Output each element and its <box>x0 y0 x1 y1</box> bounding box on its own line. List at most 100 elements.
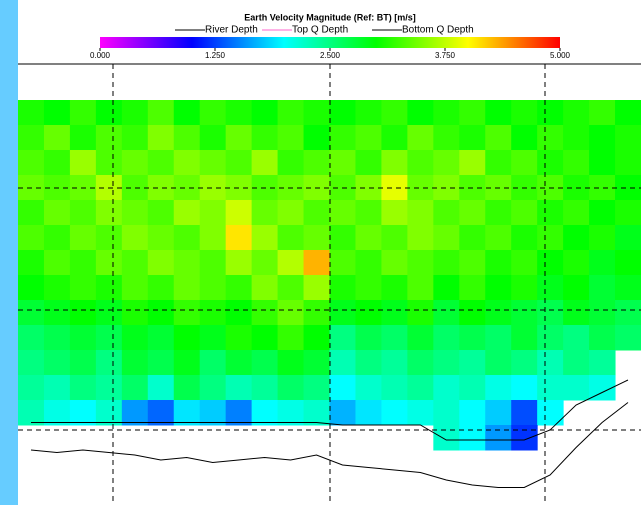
heat-cell <box>563 300 589 326</box>
heat-cell <box>304 200 330 226</box>
heat-cell <box>226 225 252 251</box>
heat-cell <box>226 250 252 276</box>
heat-cell <box>174 325 200 351</box>
heat-cell <box>485 125 511 151</box>
heat-cell <box>96 125 122 151</box>
heat-cell <box>355 400 381 426</box>
heat-cell <box>200 400 226 426</box>
heat-cell <box>511 150 537 176</box>
heat-cell <box>355 275 381 301</box>
heat-cell <box>252 350 278 376</box>
heat-cell <box>355 100 381 126</box>
heat-cell <box>70 400 96 426</box>
heat-cell <box>511 100 537 126</box>
heat-cell <box>278 200 304 226</box>
heat-cell <box>330 200 356 226</box>
heat-cell <box>70 250 96 276</box>
heat-cell <box>330 225 356 251</box>
heat-cell <box>252 325 278 351</box>
heat-cell <box>200 275 226 301</box>
heat-cell <box>563 350 589 376</box>
heat-cell <box>122 400 148 426</box>
heat-cell <box>226 100 252 126</box>
heat-cell <box>122 325 148 351</box>
colorbar <box>100 37 560 48</box>
heat-cell <box>200 100 226 126</box>
heat-cell <box>18 400 44 426</box>
heat-cell <box>148 100 174 126</box>
heat-cell <box>459 100 485 126</box>
heat-cell <box>355 250 381 276</box>
heat-cell <box>174 125 200 151</box>
heat-cell <box>485 150 511 176</box>
heat-cell <box>589 125 615 151</box>
heat-cell <box>96 150 122 176</box>
heat-cell <box>18 325 44 351</box>
heat-cell <box>304 100 330 126</box>
heat-cell <box>200 125 226 151</box>
heat-cell <box>174 200 200 226</box>
heat-cell <box>148 150 174 176</box>
heat-cell <box>278 325 304 351</box>
heat-cell <box>381 175 407 201</box>
heat-cell <box>485 325 511 351</box>
heat-cell <box>511 375 537 401</box>
heat-cell <box>537 325 563 351</box>
heat-cell <box>459 400 485 426</box>
colorbar-tick-label: 5.000 <box>550 51 571 60</box>
heat-cell <box>485 225 511 251</box>
heat-cell <box>96 300 122 326</box>
heat-cell <box>563 100 589 126</box>
heat-cell <box>330 400 356 426</box>
heat-cell <box>563 225 589 251</box>
heat-cell <box>407 250 433 276</box>
heat-cell <box>226 150 252 176</box>
heat-cell <box>252 150 278 176</box>
heat-cell <box>433 275 459 301</box>
heat-cell <box>304 250 330 276</box>
heat-cell <box>148 325 174 351</box>
heat-cell <box>615 200 641 226</box>
heat-cell <box>459 275 485 301</box>
heat-cell <box>18 250 44 276</box>
chart-title: Earth Velocity Magnitude (Ref: BT) [m/s] <box>244 12 416 22</box>
heat-cell <box>511 325 537 351</box>
heat-cell <box>330 250 356 276</box>
heat-cell <box>122 225 148 251</box>
heat-cell <box>485 350 511 376</box>
heat-cell <box>96 325 122 351</box>
heat-cell <box>304 275 330 301</box>
heat-cell <box>122 125 148 151</box>
heat-cell <box>330 300 356 326</box>
heat-cell <box>148 350 174 376</box>
heat-cell <box>226 350 252 376</box>
heat-cell <box>278 100 304 126</box>
heat-cell <box>200 325 226 351</box>
heat-cell <box>407 300 433 326</box>
heat-cell <box>459 150 485 176</box>
heat-cell <box>511 425 537 451</box>
heat-cell <box>355 225 381 251</box>
heat-cell <box>226 325 252 351</box>
heat-cell <box>381 250 407 276</box>
heat-cell <box>278 225 304 251</box>
heat-cell <box>381 350 407 376</box>
heat-cell <box>511 125 537 151</box>
heat-cell <box>122 150 148 176</box>
heat-cell <box>615 325 641 351</box>
heat-cell <box>537 400 563 426</box>
heat-cell <box>18 275 44 301</box>
heat-cell <box>615 300 641 326</box>
heat-cell <box>433 375 459 401</box>
heat-cell <box>44 375 70 401</box>
heat-cell <box>459 250 485 276</box>
heat-cell <box>122 100 148 126</box>
heat-cell <box>459 300 485 326</box>
heat-cell <box>381 325 407 351</box>
heat-cell <box>252 200 278 226</box>
heat-cell <box>96 275 122 301</box>
window-edge <box>0 0 18 505</box>
heat-cell <box>485 200 511 226</box>
heat-cell <box>433 325 459 351</box>
heat-cell <box>70 375 96 401</box>
